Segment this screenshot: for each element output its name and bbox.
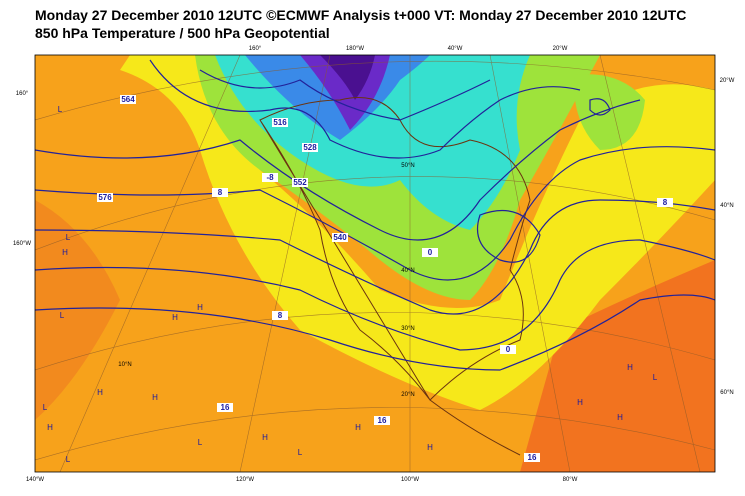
- pressure-center: H: [62, 248, 68, 257]
- contour-label: 516: [273, 118, 287, 127]
- label-box: [212, 188, 228, 197]
- pressure-center: L: [298, 448, 303, 457]
- label-box: [657, 198, 673, 207]
- pressure-center: H: [355, 423, 361, 432]
- pressure-center: H: [262, 433, 268, 442]
- pressure-center: L: [66, 455, 71, 464]
- lat-label: 40°N: [720, 203, 733, 209]
- title: Monday 27 December 2010 12UTC ©ECMWF Ana…: [35, 7, 686, 23]
- contour-label: 8: [278, 311, 283, 320]
- lon-label: 140°W: [26, 477, 44, 483]
- pressure-center: H: [47, 423, 53, 432]
- label-box: [500, 345, 516, 354]
- contour-label: 16: [378, 416, 387, 425]
- lon-label: 160°: [249, 46, 262, 52]
- contour-label: 0: [506, 345, 511, 354]
- label-box: [272, 311, 288, 320]
- pressure-center: H: [197, 303, 203, 312]
- pressure-center: H: [617, 413, 623, 422]
- contour-label: 528: [303, 143, 317, 152]
- lat-label: 30°N: [401, 326, 414, 332]
- pressure-center: L: [58, 105, 63, 114]
- lon-label: 180°W: [346, 46, 364, 52]
- pressure-center: L: [66, 233, 71, 242]
- contour-label: 540: [333, 233, 347, 242]
- pressure-center: L: [198, 438, 203, 447]
- pressure-center: L: [43, 403, 48, 412]
- label-box: [272, 118, 288, 127]
- contour-label: 8: [218, 188, 223, 197]
- contour-label: 16: [221, 403, 230, 412]
- contour-label: 576: [98, 193, 112, 202]
- label-box: [262, 173, 278, 182]
- labels: 160° 180°W 40°W 20°W 140°W 120°W 100°W 80°W 160°…: [13, 46, 735, 483]
- pressure-center: H: [577, 398, 583, 407]
- label-box: [524, 453, 540, 462]
- lon-label: 120°W: [236, 477, 254, 483]
- pressure-center: H: [172, 313, 178, 322]
- pressure-center: H: [152, 393, 158, 402]
- lat-label: 20°N: [401, 392, 414, 398]
- lon-label: 20°W: [553, 46, 568, 52]
- label-box: [422, 248, 438, 257]
- pressure-center: L: [60, 311, 65, 320]
- label-box: [217, 403, 233, 412]
- contour-label: 8: [663, 198, 668, 207]
- lat-label: 20°W: [720, 78, 735, 84]
- lat-label: 160°: [16, 91, 29, 97]
- contour-label: 552: [293, 178, 307, 187]
- label-box: [302, 143, 318, 152]
- contour-label: 0: [428, 248, 433, 257]
- label-box: [374, 416, 390, 425]
- label-box: [292, 178, 308, 187]
- lat-label: 60°N: [720, 390, 733, 396]
- label-box: [120, 95, 136, 104]
- pressure-center: H: [97, 388, 103, 397]
- field: [35, 55, 715, 472]
- contour-label: -8: [266, 173, 274, 182]
- contour-label: 564: [121, 95, 135, 104]
- label-box: [97, 193, 113, 202]
- label-box: [332, 233, 348, 242]
- lat-label: 40°N: [401, 268, 414, 274]
- lon-label: 40°W: [448, 46, 463, 52]
- lat-label: 160°W: [13, 241, 31, 247]
- pressure-center: H: [627, 363, 633, 372]
- lon-label: 80°W: [563, 477, 578, 483]
- map-frame: [34, 54, 716, 473]
- lat-label: 10°N: [118, 362, 131, 368]
- pressure-center: H: [427, 443, 433, 452]
- contour-label: 16: [528, 453, 537, 462]
- pressure-center: L: [653, 373, 658, 382]
- lon-label: 100°W: [401, 477, 419, 483]
- subtitle: 850 hPa Temperature / 500 hPa Geopotenti…: [35, 25, 330, 41]
- lat-label: 50°N: [401, 163, 414, 169]
